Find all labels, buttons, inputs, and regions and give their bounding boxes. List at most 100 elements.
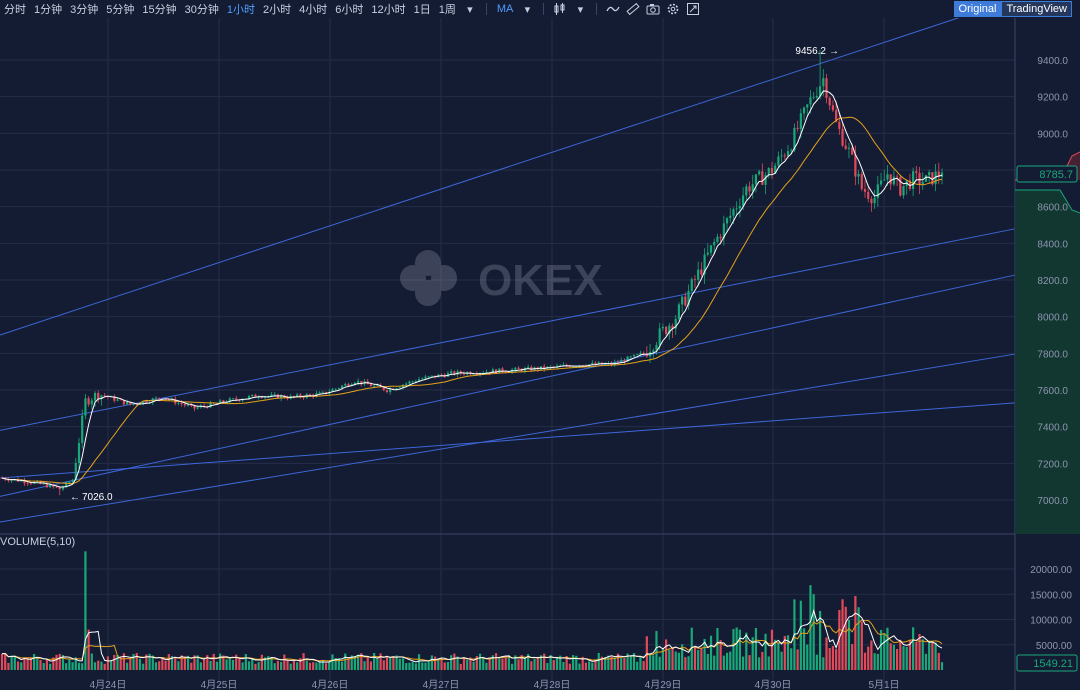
timeframe-option[interactable]: 1日 <box>413 4 431 16</box>
candle-body <box>636 354 639 355</box>
indicator-dropdown[interactable]: MA <box>496 3 514 15</box>
candle-body <box>828 97 831 106</box>
volume-bar <box>100 661 103 670</box>
candle-body <box>725 218 729 224</box>
chevron-down-icon[interactable]: ▾ <box>577 3 584 16</box>
volume-bar <box>847 619 851 670</box>
candle-body <box>758 171 761 175</box>
volume-bar <box>668 649 671 670</box>
volume-bar <box>26 657 29 670</box>
chart-background <box>0 18 1080 690</box>
volume-bar <box>373 652 376 670</box>
volume-bar <box>478 653 482 670</box>
candle-body <box>774 165 777 174</box>
candle-body <box>620 360 623 363</box>
candle-body <box>116 399 119 401</box>
timeframe-option[interactable]: 2小时 <box>263 4 292 16</box>
timeframe-option[interactable]: 12小时 <box>371 4 406 16</box>
price-tick-label: 7400.0 <box>1037 423 1068 434</box>
candle-body <box>103 395 106 397</box>
candle-body <box>844 145 847 149</box>
candle-body <box>514 367 517 370</box>
volume-bar <box>783 635 786 670</box>
candle-body <box>71 480 74 483</box>
volume-bar <box>379 653 382 670</box>
volume-bar <box>32 654 36 670</box>
volume-bar <box>68 658 71 670</box>
candle-body <box>186 404 190 406</box>
timeframe-option[interactable]: 5分钟 <box>106 4 135 16</box>
timeframe-option[interactable]: 1周 <box>438 4 456 16</box>
candle-body <box>324 391 328 394</box>
original-view-button[interactable]: Original <box>953 1 1002 17</box>
volume-bar <box>594 660 597 670</box>
volume-bars <box>0 551 944 670</box>
volume-ma-lines <box>1 608 943 663</box>
candle-body <box>395 388 398 390</box>
volume-bar <box>681 644 684 670</box>
timeframe-option[interactable]: 6小时 <box>335 4 364 16</box>
line-tool-icon[interactable] <box>603 0 623 18</box>
price-chart[interactable]: OKEX 9400.09200.09000.08800.08600.08400.… <box>0 18 1080 690</box>
volume-bar <box>366 656 369 670</box>
candlestick-icon[interactable] <box>550 0 570 18</box>
volume-bar <box>49 663 52 670</box>
candle-body <box>902 185 905 196</box>
volume-bar <box>145 654 148 670</box>
volume-bar <box>302 653 305 670</box>
candle-body <box>360 380 363 385</box>
timeframe-option[interactable]: 1分钟 <box>34 4 63 16</box>
volume-bar <box>58 653 61 670</box>
volume-bar <box>462 658 466 670</box>
volume-bar <box>626 653 629 670</box>
camera-icon[interactable] <box>643 0 663 18</box>
gear-icon[interactable] <box>663 0 683 18</box>
candle-body <box>485 371 488 373</box>
candle-body <box>604 363 607 365</box>
volume-bar <box>828 648 831 670</box>
volume-bar <box>174 656 177 670</box>
volume-bar <box>575 655 578 670</box>
volume-bar <box>517 659 520 670</box>
volume-bar <box>10 655 13 670</box>
volume-bar <box>267 656 270 670</box>
volume-bar <box>276 660 280 670</box>
timeframe-option[interactable]: 分时 <box>4 4 26 16</box>
candle-body <box>687 290 690 306</box>
candle-body <box>716 236 719 243</box>
chevron-down-icon[interactable]: ▾ <box>467 3 473 16</box>
volume-bar <box>520 655 523 670</box>
volume-bar <box>196 655 199 670</box>
candle-body <box>857 173 860 177</box>
fullscreen-icon[interactable] <box>683 0 703 18</box>
volume-bar <box>822 657 825 670</box>
price-tick-label: 9200.0 <box>1037 93 1068 104</box>
volume-bar <box>122 653 126 670</box>
timeframe-option[interactable]: 4小时 <box>299 4 328 16</box>
timeframe-option[interactable]: 1小时 <box>226 4 255 16</box>
timeframe-option[interactable]: 30分钟 <box>184 4 219 16</box>
volume-bar <box>806 644 809 670</box>
low-annotation: ← 7026.0 <box>70 492 113 503</box>
candle-body <box>645 353 648 357</box>
chevron-down-icon[interactable]: ▾ <box>524 3 531 16</box>
candle-body <box>719 236 722 239</box>
timeframe-option[interactable]: 15分钟 <box>142 4 177 16</box>
volume-bar <box>578 663 581 670</box>
candle-body <box>847 147 851 149</box>
ruler-icon[interactable] <box>623 0 643 18</box>
candle-body <box>292 396 296 397</box>
candle-body <box>745 186 748 196</box>
candle-body <box>876 184 879 198</box>
volume-bar <box>921 639 924 670</box>
tradingview-button[interactable]: TradingView <box>1001 1 1072 17</box>
timeframe-option[interactable]: 3分钟 <box>70 4 99 16</box>
candle-body <box>77 442 81 464</box>
volume-bar <box>774 639 777 670</box>
volume-bar <box>629 655 632 670</box>
volume-bar <box>251 658 254 670</box>
volume-bar <box>453 653 456 670</box>
volume-bar <box>777 642 780 670</box>
volume-bar <box>126 662 129 670</box>
candle-body <box>915 171 918 173</box>
